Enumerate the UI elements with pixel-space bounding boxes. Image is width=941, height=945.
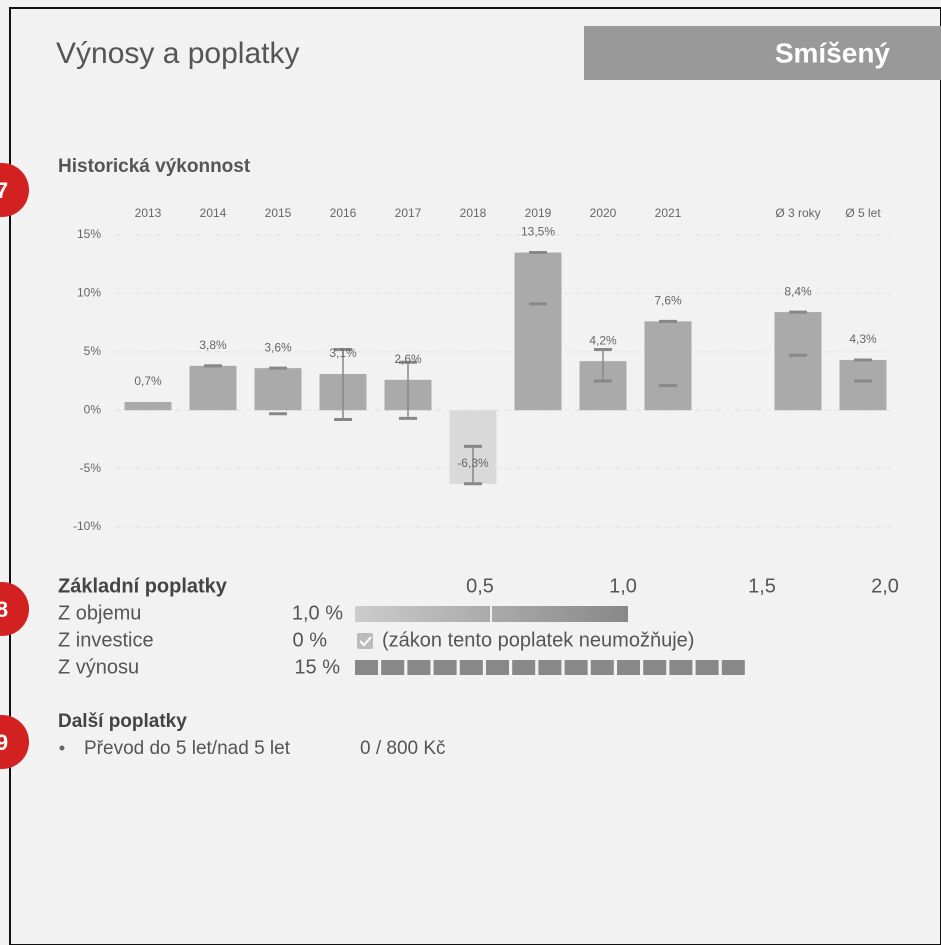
x-tick-label: Ø 5 let: [845, 206, 881, 220]
value-label: 2,6%: [394, 352, 422, 366]
other-fee-label: Převod do 5 let/nad 5 let: [84, 738, 291, 759]
x-tick-label: 2016: [330, 206, 357, 220]
marker-label: 7: [0, 178, 8, 203]
fee-note: (zákon tento poplatek neumožňuje): [382, 629, 694, 651]
fee-value: 1,0 %: [292, 602, 343, 624]
fee-squares: [355, 660, 745, 675]
y-tick-label: 5%: [84, 344, 102, 358]
fee-square: [643, 660, 667, 675]
bar: [839, 359, 887, 411]
fee-square: [486, 660, 509, 675]
fee-square: [355, 660, 378, 675]
scale-label: 1,0: [609, 575, 637, 597]
value-label: 7,6%: [654, 294, 682, 308]
marker-label: 9: [0, 730, 8, 755]
checkbox: [357, 633, 373, 649]
page-title: Výnosy a poplatky: [56, 37, 299, 70]
fee-square: [407, 660, 431, 675]
fee-square: [695, 660, 719, 675]
x-tick-label: 2013: [135, 206, 162, 220]
badge: Smíšený: [775, 37, 891, 68]
bar: [774, 312, 822, 411]
y-tick-label: -10%: [73, 519, 101, 533]
fee-label: Z investice: [58, 629, 154, 651]
fee-square: [381, 660, 405, 675]
value-label: 3,1%: [329, 346, 357, 360]
fee-bar-divider: [490, 606, 492, 622]
value-label: 8,4%: [784, 284, 812, 298]
fee-square: [433, 660, 457, 675]
y-tick-label: 15%: [77, 227, 101, 241]
value-label: 3,6%: [264, 340, 292, 354]
fee-square: [617, 660, 640, 675]
chart-title: Historická výkonnost: [58, 156, 251, 177]
x-tick-label: Ø 3 roky: [775, 206, 820, 220]
fee-square: [459, 660, 483, 675]
bar: [254, 368, 302, 411]
fee-square: [590, 660, 614, 675]
value-label: -6,3%: [457, 456, 489, 470]
x-tick-label: 2020: [590, 206, 617, 220]
marker: [0, 582, 29, 636]
bar: [514, 252, 562, 411]
value-label: 4,2%: [589, 333, 617, 347]
fee-square: [538, 660, 562, 675]
bullet: [59, 745, 65, 751]
value-label: 3,8%: [199, 338, 227, 352]
fee-value: 0 %: [293, 629, 328, 651]
other-fees-title: Další poplatky: [58, 711, 187, 732]
x-tick-label: 2019: [525, 206, 552, 220]
x-tick-label: 2017: [395, 206, 422, 220]
scale-label: 0,5: [466, 575, 494, 597]
x-tick-label: 2014: [200, 206, 227, 220]
marker: [0, 163, 29, 217]
bar: [124, 402, 172, 411]
fee-square: [721, 660, 745, 675]
bar: [644, 321, 692, 411]
scale-label: 1,5: [748, 575, 776, 597]
marker: [0, 715, 29, 769]
check: [359, 636, 372, 647]
fee-square: [512, 660, 536, 675]
value-label: 0,7%: [134, 374, 162, 388]
value-label: 13,5%: [521, 225, 555, 239]
fee-label: Z objemu: [58, 602, 141, 624]
fee-label: Z výnosu: [58, 656, 139, 678]
y-tick-label: -5%: [80, 461, 102, 475]
fee-square: [564, 660, 588, 675]
other-fee-value: 0 / 800 Kč: [360, 738, 446, 759]
fees-title: Základní poplatky: [58, 575, 228, 597]
bar: [189, 365, 237, 411]
fee-square: [669, 660, 693, 675]
badge-bg: [584, 26, 941, 80]
fee-value: 15 %: [294, 656, 340, 678]
x-tick-label: 2018: [460, 206, 487, 220]
x-tick-label: 2021: [655, 206, 682, 220]
scale-label: 2,0: [871, 575, 899, 597]
value-label: 4,3%: [849, 332, 877, 346]
y-tick-label: 0%: [84, 402, 102, 416]
x-tick-label: 2015: [265, 206, 292, 220]
marker-label: 8: [0, 597, 8, 622]
y-tick-label: 10%: [77, 286, 101, 300]
